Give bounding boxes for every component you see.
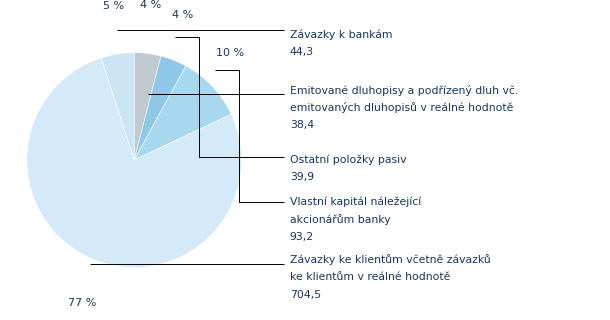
Text: 38,4: 38,4 (290, 120, 314, 130)
Text: 704,5: 704,5 (290, 290, 321, 300)
Text: emitovaných dluhopisů v reálné hodnotě: emitovaných dluhopisů v reálné hodnotě (290, 102, 513, 113)
Text: 44,3: 44,3 (290, 47, 314, 57)
Wedge shape (134, 52, 161, 160)
Text: ke klientům v reálné hodnotě: ke klientům v reálné hodnotě (290, 272, 450, 282)
Text: 77 %: 77 % (68, 298, 96, 308)
Text: akcionářům banky: akcionářům banky (290, 214, 390, 225)
Text: 39,9: 39,9 (290, 172, 314, 182)
Text: Ostatní položky pasiv: Ostatní položky pasiv (290, 155, 406, 165)
Wedge shape (27, 58, 242, 267)
Text: Vlastní kapitál náležející: Vlastní kapitál náležející (290, 197, 421, 207)
Text: 5 %: 5 % (103, 1, 124, 11)
Text: 4 %: 4 % (140, 0, 161, 10)
Text: 4 %: 4 % (172, 10, 193, 20)
Text: 93,2: 93,2 (290, 232, 314, 242)
Wedge shape (134, 66, 231, 160)
Wedge shape (134, 56, 186, 160)
Text: Závazky k bankám: Závazky k bankám (290, 30, 392, 40)
Text: 10 %: 10 % (215, 48, 244, 58)
Text: Závazky ke klientům včetně závazků: Závazky ke klientům včetně závazků (290, 254, 490, 265)
Text: Emitované dluhopisy a podřízený dluh vč.: Emitované dluhopisy a podřízený dluh vč. (290, 85, 518, 96)
Wedge shape (101, 52, 134, 160)
